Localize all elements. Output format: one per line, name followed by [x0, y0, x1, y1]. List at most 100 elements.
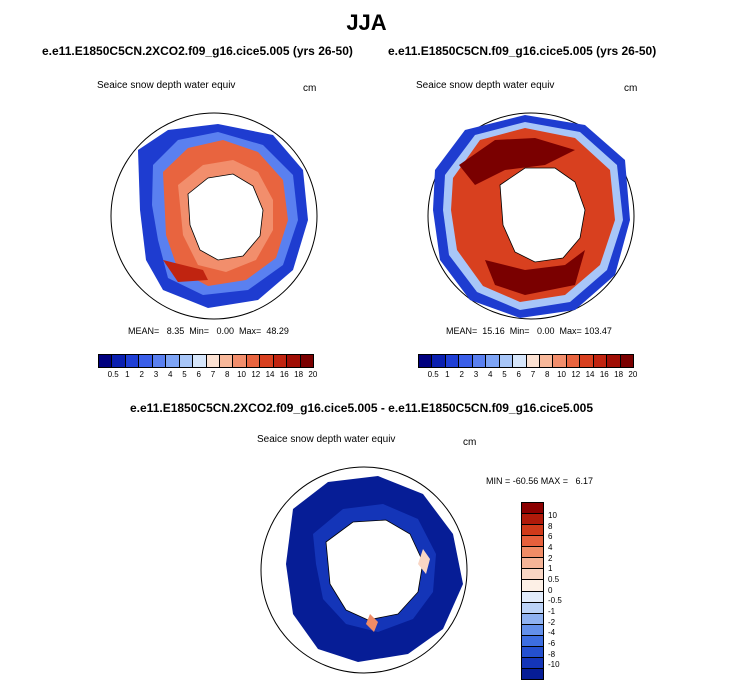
colorbar-difference-tick-label: -1	[548, 606, 556, 616]
colorbar-top-left-tick-label: 16	[279, 370, 289, 379]
colorbar-top-left-swatch	[193, 355, 207, 367]
colorbar-top-left-tick-label: 5	[182, 370, 187, 379]
panel-1-map	[110, 112, 318, 320]
colorbar-top-left-swatch	[273, 355, 288, 367]
colorbar-top-left-swatch	[125, 355, 140, 367]
colorbar-top-right-tick-label: 8	[545, 370, 550, 379]
panel-2-stats: MEAN= 15.16 Min= 0.00 Max= 103.47	[446, 326, 612, 336]
colorbar-top-right-swatch	[580, 355, 594, 367]
colorbar-difference-swatch	[522, 657, 543, 669]
colorbar-difference-swatch	[522, 668, 543, 679]
colorbar-top-left-tick-label: 6	[196, 370, 201, 379]
colorbar-top-right-swatch	[539, 355, 554, 367]
panel-3-unit: cm	[463, 437, 477, 448]
colorbar-top-right-tick-label: 4	[487, 370, 493, 379]
colorbar-difference-tick-label: 1	[548, 564, 553, 574]
colorbar-difference-swatch	[522, 569, 543, 581]
colorbar-top-left-tick-label: 10	[237, 370, 246, 379]
colorbar-difference-tick-label: -10	[548, 660, 560, 670]
colorbar-top-left-tick-label: 14	[265, 370, 275, 379]
colorbar-top-right-tick-label: 7	[530, 370, 536, 379]
colorbar-difference-tick-label: -4	[548, 628, 556, 638]
colorbar-difference-tick-label: -2	[548, 617, 556, 627]
colorbar-difference-tick-label: 2	[548, 553, 553, 563]
colorbar-top-left-swatch	[219, 355, 234, 367]
colorbar-difference-tick-label: 0	[548, 585, 553, 595]
colorbar-top-right-tick-label: 10	[557, 370, 566, 379]
colorbar-top-right-swatch	[486, 355, 500, 367]
colorbar-difference-swatch	[522, 503, 543, 515]
colorbar-top-right-tick-label: 18	[614, 370, 624, 379]
colorbar-top-right-ticks: 0.5 1 2 3 4 5 6 7 8 10 12 14 16 18 20	[418, 370, 640, 379]
colorbar-difference-swatch	[522, 602, 543, 614]
panel-3-title: e.e11.E1850C5CN.2XCO2.f09_g16.cice5.005 …	[130, 401, 593, 415]
colorbar-difference-tick-label: 0.5	[548, 574, 560, 584]
colorbar-difference-tick-label: 4	[548, 542, 553, 552]
colorbar-top-left-tick-label: 20	[308, 370, 318, 379]
colorbar-difference-swatch	[522, 613, 543, 625]
colorbar-top-left-tick-label: 18	[294, 370, 304, 379]
colorbar-top-right-swatch	[513, 355, 527, 367]
colorbar-difference-swatch	[522, 624, 543, 636]
colorbar-top-right-tick-label: 2	[459, 370, 464, 379]
colorbar-top-right-swatch	[593, 355, 608, 367]
colorbar-top-left-swatch	[166, 355, 180, 367]
colorbar-top-left-tick-label: 8	[225, 370, 230, 379]
colorbar-top-right-swatch	[553, 355, 567, 367]
colorbar-difference-swatch	[522, 646, 543, 658]
colorbar-top-left-swatch	[300, 355, 313, 367]
colorbar-difference-swatch	[522, 536, 543, 548]
panel-3-variable: Seaice snow depth water equiv	[257, 434, 396, 445]
colorbar-difference-tick-label: 8	[548, 521, 553, 531]
colorbar-top-left-swatch	[246, 355, 261, 367]
panel-1-title: e.e11.E1850C5CN.2XCO2.f09_g16.cice5.005 …	[42, 44, 353, 58]
colorbar-top-left-swatch	[112, 355, 126, 367]
colorbar-top-left-tick-label: 1	[125, 370, 130, 379]
colorbar-top-right-tick-label: 1	[445, 370, 450, 379]
colorbar-top-left-tick-label: 3	[153, 370, 159, 379]
colorbar-top-right-tick-label: 3	[473, 370, 479, 379]
colorbar-top-right-tick-label: 20	[628, 370, 638, 379]
colorbar-difference-swatch	[522, 514, 543, 526]
colorbar-difference-tick-label: -6	[548, 638, 556, 648]
colorbar-top-left-swatch	[287, 355, 301, 367]
colorbar-difference-swatch	[522, 591, 543, 603]
colorbar-top-left-tick-label: 2	[139, 370, 144, 379]
colorbar-top-right-tick-label: 6	[516, 370, 521, 379]
colorbar-difference-tick-label: -8	[548, 649, 556, 659]
colorbar-difference-tick-label: 10	[548, 510, 557, 520]
panel-3-stats: MIN = -60.56 MAX = 6.17	[486, 476, 594, 486]
colorbar-top-right-swatch	[620, 355, 633, 367]
colorbar-top-left-ticks: 0.5 1 2 3 4 5 6 7 8 10 12 14 16 18 20	[98, 370, 320, 379]
colorbar-difference-swatch	[522, 580, 543, 592]
panel-1-variable: Seaice snow depth water equiv	[97, 80, 236, 91]
colorbar-top-right-swatch	[566, 355, 581, 367]
colorbar-top-left-swatch	[206, 355, 220, 367]
colorbar-top-left-swatch	[233, 355, 247, 367]
colorbar-top-left-swatch	[260, 355, 274, 367]
colorbar-top-right-tick-label: 14	[585, 370, 595, 379]
colorbar-top-left	[98, 354, 314, 368]
colorbar-top-left-swatch	[99, 355, 113, 367]
colorbar-top-right-swatch	[432, 355, 446, 367]
colorbar-top-right-tick-label: 0.5	[427, 370, 439, 379]
colorbar-top-right-swatch	[445, 355, 460, 367]
panel-1-stats: MEAN= 8.35 Min= 0.00 Max= 48.29	[128, 326, 289, 336]
colorbar-top-right-swatch	[607, 355, 621, 367]
colorbar-difference-tick-label: 6	[548, 532, 553, 542]
colorbar-difference-ticks: 10 8 6 4 2 1 0.5 0 -0.5 -1 -2 -4 -6 -8 -10	[548, 510, 562, 670]
colorbar-top-right-swatch	[526, 355, 540, 367]
colorbar-difference-swatch	[522, 558, 543, 570]
colorbar-top-left-tick-label: 7	[210, 370, 216, 379]
colorbar-top-right-tick-label: 16	[599, 370, 609, 379]
panel-1-unit: cm	[303, 83, 317, 94]
colorbar-difference-swatch	[522, 635, 543, 647]
colorbar-difference-swatch	[522, 547, 543, 559]
main-title: JJA	[346, 10, 387, 35]
colorbar-top-left-swatch	[179, 355, 194, 367]
colorbar-difference-swatch	[522, 525, 543, 537]
colorbar-top-right-swatch	[459, 355, 473, 367]
panel-3-map	[260, 466, 468, 674]
colorbar-difference-tick-label: -0.5	[548, 596, 562, 606]
colorbar-top-right-swatch	[419, 355, 433, 367]
